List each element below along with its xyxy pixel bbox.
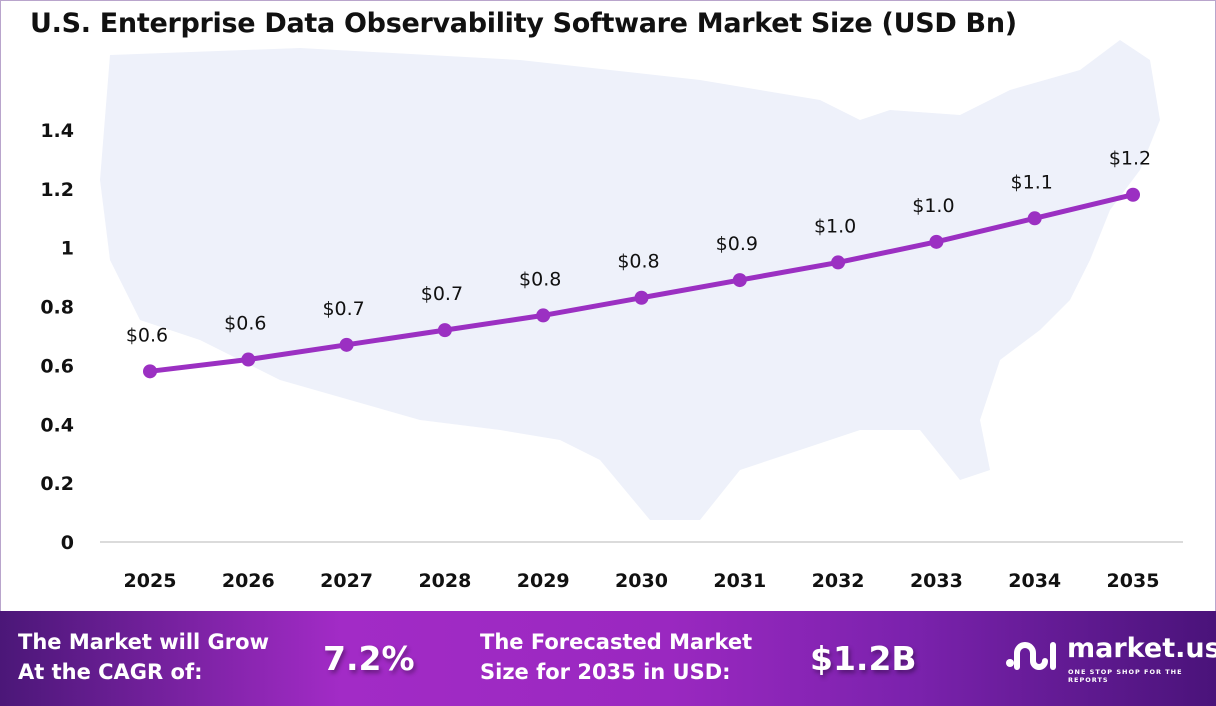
data-label: $0.7 <box>322 298 364 320</box>
data-label: $1.0 <box>912 195 954 217</box>
data-label: $0.6 <box>126 324 168 346</box>
data-point <box>1027 211 1042 226</box>
data-label: $0.6 <box>224 313 266 335</box>
x-tick-label: 2032 <box>812 570 865 592</box>
x-tick-label: 2031 <box>713 570 766 592</box>
chart-title: U.S. Enterprise Data Observability Softw… <box>30 8 1017 39</box>
x-tick-label: 2030 <box>615 570 668 592</box>
x-tick-label: 2028 <box>418 570 471 592</box>
x-tick-label: 2027 <box>320 570 373 592</box>
line-chart: 0 0.2 0.4 0.6 0.8 1 1.2 1.4 2025 2026 2027 2028 2029… <box>40 40 1183 592</box>
forecast-label-line2: Size for 2035 in USD: <box>480 660 731 684</box>
y-tick-label: 0 <box>61 532 74 554</box>
x-tick-label: 2029 <box>517 570 570 592</box>
cagr-label-line1: The Market will Grow <box>18 630 269 654</box>
us-map-silhouette <box>100 40 1160 520</box>
y-tick-label: 1.4 <box>40 120 74 142</box>
data-point <box>241 352 256 367</box>
data-point <box>143 364 157 379</box>
data-point <box>1126 187 1140 202</box>
data-point <box>634 290 649 305</box>
forecast-label-line1: The Forecasted Market <box>480 630 753 654</box>
data-label: $1.1 <box>1011 171 1053 193</box>
cagr-label-line2: At the CAGR of: <box>18 660 203 684</box>
y-tick-label: 0.2 <box>40 473 74 495</box>
data-point <box>437 323 452 338</box>
y-tick-label: 0.6 <box>40 355 74 377</box>
data-label: $1.0 <box>814 215 856 237</box>
data-point <box>929 234 944 249</box>
y-tick-label: 1.2 <box>40 179 74 201</box>
data-point <box>536 308 551 323</box>
data-point <box>732 273 747 288</box>
logo-name: market.us <box>1067 633 1216 664</box>
summary-banner: The Market will Grow At the CAGR of: 7.2… <box>0 611 1216 706</box>
x-tick-label: 2025 <box>124 570 177 592</box>
data-label: $0.7 <box>421 283 463 305</box>
y-tick-label: 0.4 <box>40 414 74 436</box>
market-us-logo: market.us ONE STOP SHOP FOR THE REPORTS <box>1005 631 1216 684</box>
logo-tagline: ONE STOP SHOP FOR THE REPORTS <box>1068 668 1183 684</box>
data-point <box>339 337 354 352</box>
forecast-value: $1.2B <box>810 639 917 678</box>
data-label: $0.8 <box>617 251 659 273</box>
cagr-value: 7.2% <box>323 639 415 678</box>
data-label: $1.2 <box>1109 148 1151 170</box>
logo-icon <box>1006 642 1056 670</box>
y-tick-label: 0.8 <box>40 297 74 319</box>
x-tick-label: 2033 <box>910 570 963 592</box>
x-tick-label: 2035 <box>1107 570 1160 592</box>
data-label: $0.8 <box>519 268 561 290</box>
x-tick-label: 2026 <box>222 570 275 592</box>
data-point <box>831 255 846 270</box>
x-tick-label: 2034 <box>1008 570 1061 592</box>
y-tick-label: 1 <box>61 238 74 260</box>
data-label: $0.9 <box>716 233 758 255</box>
